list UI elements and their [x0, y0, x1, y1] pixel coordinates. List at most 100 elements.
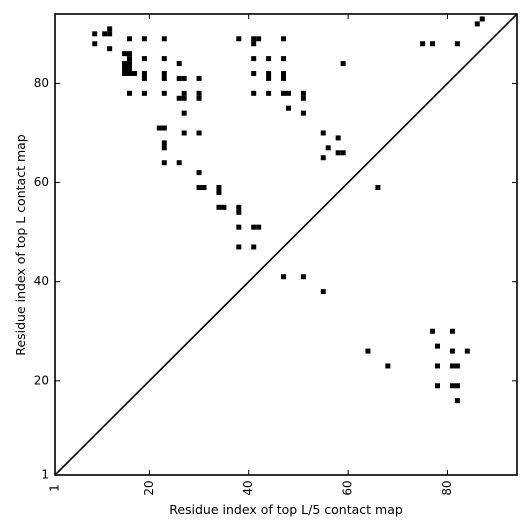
- contact-point: [141, 90, 147, 96]
- contact-point: [127, 61, 133, 67]
- contact-point: [141, 75, 147, 81]
- diagonal-line: [54, 13, 518, 476]
- contact-point: [196, 184, 202, 190]
- contact-point: [127, 56, 133, 62]
- contact-point: [181, 90, 187, 96]
- contact-point: [127, 90, 133, 96]
- y-tick-label: 60: [34, 175, 49, 189]
- contact-point: [251, 56, 257, 62]
- contact-point: [266, 75, 272, 81]
- contact-point: [365, 348, 371, 354]
- contact-point: [221, 204, 227, 210]
- contact-point: [266, 70, 272, 76]
- contact-point: [474, 21, 480, 27]
- contact-point: [122, 70, 128, 76]
- contact-point: [161, 140, 167, 146]
- contact-point: [236, 244, 242, 250]
- contact-point: [161, 125, 167, 131]
- contact-point: [454, 41, 460, 47]
- contact-point: [256, 224, 262, 230]
- y-tick-label: 40: [34, 274, 49, 288]
- contact-point: [251, 224, 257, 230]
- contact-point: [161, 145, 167, 151]
- contact-point: [320, 155, 326, 161]
- contact-point: [141, 36, 147, 42]
- contact-point: [385, 363, 391, 369]
- contact-point: [176, 95, 182, 101]
- contact-point: [300, 110, 306, 116]
- contact-point: [196, 130, 202, 136]
- contact-point: [107, 46, 113, 52]
- contact-point: [454, 363, 460, 369]
- contact-point: [161, 56, 167, 62]
- contact-point: [127, 70, 133, 76]
- x-tick-label: 20: [142, 480, 156, 495]
- contact-point: [281, 274, 287, 280]
- contact-point: [122, 51, 128, 57]
- contact-point: [216, 184, 222, 190]
- contact-point: [449, 348, 455, 354]
- contact-point: [430, 328, 436, 334]
- contact-point: [449, 328, 455, 334]
- contact-point: [251, 244, 257, 250]
- contact-point: [196, 75, 202, 81]
- contact-point: [176, 160, 182, 166]
- contact-point: [102, 31, 108, 37]
- contact-point: [251, 36, 257, 42]
- contact-point: [420, 41, 426, 47]
- contact-point: [340, 61, 346, 67]
- contact-point: [181, 130, 187, 136]
- contact-point: [141, 70, 147, 76]
- contact-point: [300, 90, 306, 96]
- contact-point: [281, 70, 287, 76]
- y-tick-label: 20: [34, 373, 49, 387]
- contact-point: [176, 75, 182, 81]
- contact-point: [449, 363, 455, 369]
- contact-point: [335, 135, 341, 141]
- contact-point: [196, 90, 202, 96]
- contact-point: [236, 204, 242, 210]
- ticks-layer: 1 20 40 60 80 1 20 40 60 80: [34, 14, 517, 496]
- contact-point: [92, 31, 98, 37]
- contact-point: [141, 56, 147, 62]
- contact-point: [281, 75, 287, 81]
- contact-point: [281, 90, 287, 96]
- contact-points-layer: [92, 16, 485, 404]
- x-tick-label: 1: [48, 484, 62, 492]
- contact-point: [122, 66, 128, 72]
- contact-point: [107, 26, 113, 32]
- contact-point: [216, 204, 222, 210]
- contact-point: [251, 41, 257, 47]
- contact-point: [236, 209, 242, 215]
- contact-point: [127, 36, 133, 42]
- contact-point: [201, 184, 207, 190]
- contact-point: [454, 398, 460, 404]
- contact-point: [479, 16, 485, 22]
- contact-point: [161, 70, 167, 76]
- contact-point: [216, 189, 222, 195]
- contact-point: [161, 36, 167, 42]
- diagonal-layer: [54, 13, 518, 476]
- contact-point: [131, 70, 137, 76]
- contact-point: [325, 145, 331, 151]
- contact-point: [196, 170, 202, 176]
- contact-point: [92, 41, 98, 47]
- x-tick-label: 60: [341, 480, 355, 495]
- contact-point: [435, 363, 441, 369]
- y-tick-label: 1: [41, 468, 49, 482]
- x-tick-label: 40: [241, 480, 255, 495]
- contact-point: [161, 75, 167, 81]
- contact-point: [236, 36, 242, 42]
- contact-point: [161, 90, 167, 96]
- contact-point: [266, 90, 272, 96]
- contact-point: [454, 383, 460, 389]
- contact-point: [435, 343, 441, 349]
- y-tick-label: 80: [34, 76, 49, 90]
- contact-point: [176, 61, 182, 67]
- contact-point: [340, 150, 346, 156]
- contact-point: [300, 274, 306, 280]
- contact-point: [127, 51, 133, 57]
- contact-point: [156, 125, 162, 131]
- contact-point: [251, 90, 257, 96]
